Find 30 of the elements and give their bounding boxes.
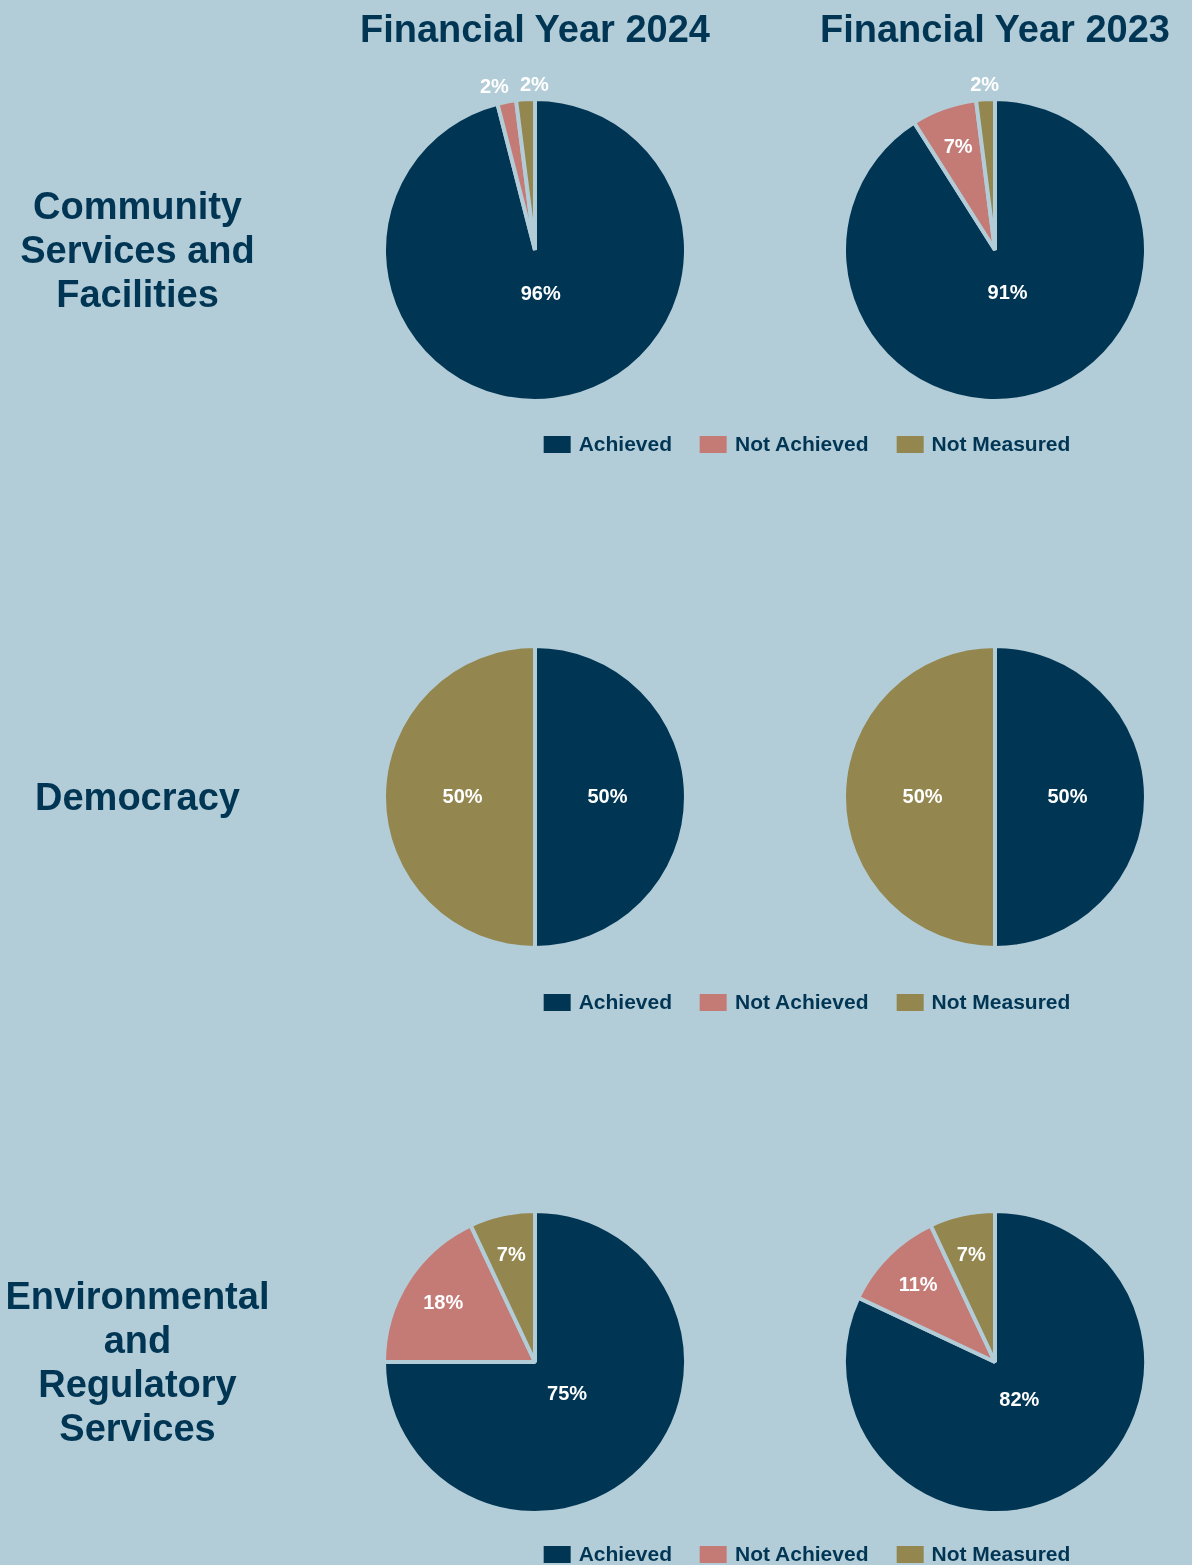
legend-label: Not Achieved <box>735 990 869 1014</box>
data-label: 50% <box>902 784 943 807</box>
text: Environmental and Regulatory Services <box>4 1274 271 1450</box>
legend-label: Not Achieved <box>735 432 869 456</box>
data-label: 7% <box>943 135 973 158</box>
legend-label: Not Measured <box>931 432 1071 456</box>
data-label: 7% <box>496 1243 526 1266</box>
data-label: 96% <box>520 282 561 305</box>
data-label: 18% <box>423 1291 464 1314</box>
data-label: 2% <box>479 75 510 98</box>
legend-label: Not Achieved <box>735 1542 869 1565</box>
data-label: 50% <box>587 784 628 807</box>
legend-label: Achieved <box>578 990 673 1014</box>
legend-label: Not Measured <box>931 990 1071 1014</box>
chart-title: Financial Year 2023 <box>819 8 1171 51</box>
chart-title: Financial Year 2024 <box>359 8 711 51</box>
data-label: 82% <box>999 1387 1040 1410</box>
data-label: 91% <box>987 281 1028 304</box>
legend-label: Achieved <box>578 1542 673 1565</box>
text: Community Services and Facilities <box>19 184 256 316</box>
data-label: 2% <box>970 72 1000 95</box>
data-label: 2% <box>519 72 550 95</box>
data-label: 75% <box>547 1381 588 1404</box>
data-label: 7% <box>956 1243 986 1266</box>
legend-label: Achieved <box>578 432 673 456</box>
legend-label: Not Measured <box>931 1542 1071 1565</box>
data-label: 50% <box>1047 784 1088 807</box>
data-label: 50% <box>442 784 483 807</box>
data-label: 11% <box>898 1272 938 1295</box>
text: Democracy <box>34 775 241 819</box>
